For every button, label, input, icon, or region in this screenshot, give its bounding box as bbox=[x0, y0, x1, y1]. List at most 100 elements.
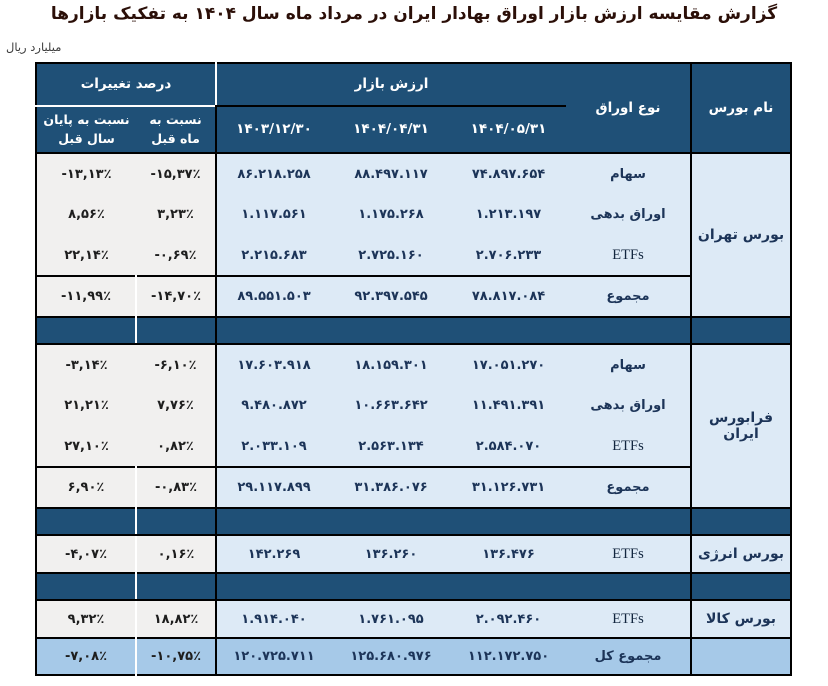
market-value-cell: ۱۷.۶۰۳.۹۱۸ bbox=[215, 344, 332, 385]
market-value-cell: ۸۹.۵۵۱.۵۰۳ bbox=[215, 275, 332, 317]
market-value-cell: ۱۱.۴۹۱.۳۹۱ bbox=[451, 385, 567, 426]
market-value-cell: ۱۷.۰۵۱.۲۷۰ bbox=[451, 344, 567, 385]
security-type-cell: مجموع bbox=[566, 275, 692, 317]
table-row: ETFs ۲.۷۰۶.۲۳۳ ۲.۷۲۵.۱۶۰ ۲.۲۱۵.۶۸۳ -۰,۶۹… bbox=[36, 235, 791, 276]
market-value-cell: ۲.۰۳۳.۱۰۹ bbox=[215, 426, 332, 467]
pct-change-cell: -۶,۱۰٪ bbox=[136, 344, 217, 385]
grand-total-row: مجموع کل ۱۱۲.۱۷۲.۷۵۰ ۱۲۵.۶۸۰.۹۷۶ ۱۲۰.۷۲۵… bbox=[36, 637, 792, 675]
market-value-cell: ۹.۴۸۰.۸۷۲ bbox=[215, 385, 332, 426]
market-value-cell: ۲.۵۸۴.۰۷۰ bbox=[451, 426, 567, 467]
security-type-cell: ETFs bbox=[566, 426, 692, 467]
header-row-2: ۱۴۰۴/۰۵/۳۱ ۱۴۰۴/۰۴/۳۱ ۱۴۰۳/۱۲/۳۰ نسبت به… bbox=[36, 106, 791, 154]
market-value-cell: ۲.۷۰۶.۲۳۳ bbox=[451, 235, 567, 276]
col-header-vs-prev-year-end: نسبت به پایان سال قبل bbox=[36, 106, 137, 154]
unit-label: میلیارد ریال bbox=[6, 40, 62, 54]
report-title: گزارش مقایسه ارزش بازار اوراق بهادار ایر… bbox=[50, 4, 778, 24]
pct-change-cell: ۶,۹۰٪ bbox=[36, 466, 137, 508]
table-row: اوراق بدهی ۱۱.۴۹۱.۳۹۱ ۱۰.۶۶۳.۶۴۲ ۹.۴۸۰.۸… bbox=[36, 385, 791, 426]
market-value-cell: ۲.۰۹۲.۴۶۰ bbox=[451, 600, 567, 638]
table-row: فرابورس ایران سهام ۱۷.۰۵۱.۲۷۰ ۱۸.۱۵۹.۳۰۱… bbox=[36, 344, 792, 508]
market-value-cell: ۱۱۲.۱۷۲.۷۵۰ bbox=[451, 637, 567, 675]
exchange-cell: فرابورس ایران bbox=[690, 344, 792, 508]
market-value-cell: ۱۲۵.۶۸۰.۹۷۶ bbox=[331, 637, 452, 675]
pct-change-cell: ۲۷,۱۰٪ bbox=[36, 426, 137, 467]
market-value-cell: ۱۳۶.۲۶۰ bbox=[331, 535, 452, 573]
exchange-cell bbox=[690, 637, 792, 675]
pct-change-cell: -۱۴,۷۰٪ bbox=[135, 275, 217, 317]
table-row: بورس کالا ETFs ۲.۰۹۲.۴۶۰ ۱.۷۶۱.۰۹۵ ۱.۹۱۴… bbox=[36, 600, 792, 638]
col-header-vs-prev-month: نسبت به ماه قبل bbox=[136, 106, 217, 154]
col-header-market-value: ارزش بازار bbox=[215, 63, 567, 107]
pct-change-cell: -۱۱,۹۹٪ bbox=[36, 275, 137, 317]
pct-change-cell: ۰,۱۶٪ bbox=[135, 535, 217, 573]
market-value-cell: ۱۴۲.۲۶۹ bbox=[215, 535, 332, 573]
pct-change-cell: ۰,۸۲٪ bbox=[136, 426, 217, 467]
market-value-cell: ۲۹.۱۱۷.۸۹۹ bbox=[215, 466, 332, 508]
pct-change-cell: -۳,۱۴٪ bbox=[36, 344, 137, 385]
market-value-cell: ۱.۲۱۳.۱۹۷ bbox=[451, 194, 567, 235]
separator-row bbox=[36, 507, 792, 536]
group-total-row: مجموع ۳۱.۱۲۶.۷۳۱ ۳۱.۳۸۶.۰۷۶ ۲۹.۱۱۷.۸۹۹ -… bbox=[36, 466, 791, 508]
security-type-cell: ETFs bbox=[566, 600, 692, 638]
market-value-cell: ۱.۱۱۷.۵۶۱ bbox=[215, 194, 332, 235]
market-value-cell: ۸۶.۲۱۸.۲۵۸ bbox=[215, 153, 332, 194]
market-value-cell: ۹۲.۳۹۷.۵۴۵ bbox=[331, 275, 452, 317]
pct-change-cell: ۹,۳۲٪ bbox=[36, 600, 137, 638]
market-value-cell: ۱۲۰.۷۲۵.۷۱۱ bbox=[215, 637, 332, 675]
table-row: اوراق بدهی ۱.۲۱۳.۱۹۷ ۱.۱۷۵.۲۶۸ ۱.۱۱۷.۵۶۱… bbox=[36, 194, 791, 235]
pct-change-cell: -۰,۶۹٪ bbox=[136, 235, 217, 276]
market-value-cell: ۱۰.۶۶۳.۶۴۲ bbox=[331, 385, 452, 426]
market-value-cell: ۸۸.۴۹۷.۱۱۷ bbox=[331, 153, 452, 194]
security-type-cell: اوراق بدهی bbox=[566, 194, 692, 235]
market-value-cell: ۱.۱۷۵.۲۶۸ bbox=[331, 194, 452, 235]
market-value-table: نام بورس نوع اوراق ارزش بازار درصد تغییر… bbox=[35, 62, 793, 676]
col-header-date-1404-05-31: ۱۴۰۴/۰۵/۳۱ bbox=[451, 106, 567, 154]
table-row: ETFs ۲.۵۸۴.۰۷۰ ۲.۵۶۳.۱۳۴ ۲.۰۳۳.۱۰۹ ۰,۸۲٪… bbox=[36, 426, 791, 467]
exchange-cell: بورس انرژی bbox=[690, 535, 792, 573]
pct-change-cell: ۳,۲۳٪ bbox=[136, 194, 217, 235]
market-value-cell: ۱.۷۶۱.۰۹۵ bbox=[331, 600, 452, 638]
exchange-cell: بورس تهران bbox=[690, 153, 792, 317]
pct-change-cell: -۴,۰۷٪ bbox=[36, 535, 137, 573]
security-type-cell: سهام bbox=[566, 153, 692, 194]
security-type-cell: مجموع bbox=[566, 466, 692, 508]
col-header-security-type: نوع اوراق bbox=[566, 63, 692, 154]
market-value-cell: ۱۳۶.۴۷۶ bbox=[451, 535, 567, 573]
pct-change-cell: ۱۸,۸۲٪ bbox=[135, 600, 217, 638]
col-header-date-1404-04-31: ۱۴۰۴/۰۴/۳۱ bbox=[331, 106, 452, 154]
pct-change-cell: -۰,۸۳٪ bbox=[135, 466, 217, 508]
separator-row bbox=[36, 572, 792, 601]
separator-row bbox=[36, 316, 792, 345]
pct-change-cell: ۸,۵۶٪ bbox=[36, 194, 137, 235]
security-type-cell: سهام bbox=[566, 344, 692, 385]
security-type-cell: ETFs bbox=[566, 235, 692, 276]
security-type-cell: ETFs bbox=[566, 535, 692, 573]
market-value-cell: ۳۱.۱۲۶.۷۳۱ bbox=[451, 466, 567, 508]
market-value-cell: ۲.۵۶۳.۱۳۴ bbox=[331, 426, 452, 467]
security-type-cell: اوراق بدهی bbox=[566, 385, 692, 426]
market-value-cell: ۲.۲۱۵.۶۸۳ bbox=[215, 235, 332, 276]
table-row: بورس انرژی ETFs ۱۳۶.۴۷۶ ۱۳۶.۲۶۰ ۱۴۲.۲۶۹ … bbox=[36, 535, 792, 573]
market-value-cell: ۱.۹۱۴.۰۴۰ bbox=[215, 600, 332, 638]
col-header-date-1403-12-30: ۱۴۰۳/۱۲/۳۰ bbox=[215, 106, 332, 154]
market-value-cell: ۷۸.۸۱۷.۰۸۴ bbox=[451, 275, 567, 317]
table-row: بورس تهران سهام ۷۴.۸۹۷.۶۵۴ ۸۸.۴۹۷.۱۱۷ ۸۶… bbox=[36, 153, 792, 317]
pct-change-cell: -۱۳,۱۳٪ bbox=[36, 153, 137, 194]
market-value-cell: ۲.۷۲۵.۱۶۰ bbox=[331, 235, 452, 276]
header-row-1: نام بورس نوع اوراق ارزش بازار درصد تغییر… bbox=[36, 63, 792, 154]
col-header-exchange-name: نام بورس bbox=[690, 63, 792, 154]
pct-change-cell: -۱۰,۷۵٪ bbox=[135, 637, 217, 675]
market-value-cell: ۱۸.۱۵۹.۳۰۱ bbox=[331, 344, 452, 385]
pct-change-cell: -۷,۰۸٪ bbox=[36, 637, 137, 675]
pct-change-cell: ۷,۷۶٪ bbox=[136, 385, 217, 426]
market-value-cell: ۳۱.۳۸۶.۰۷۶ bbox=[331, 466, 452, 508]
pct-change-cell: ۲۲,۱۴٪ bbox=[36, 235, 137, 276]
market-value-cell: ۷۴.۸۹۷.۶۵۴ bbox=[451, 153, 567, 194]
pct-change-cell: ۲۱,۲۱٪ bbox=[36, 385, 137, 426]
exchange-cell: بورس کالا bbox=[690, 600, 792, 638]
security-type-cell: مجموع کل bbox=[566, 637, 692, 675]
pct-change-cell: -۱۵,۳۷٪ bbox=[136, 153, 217, 194]
col-header-pct-change: درصد تغییرات bbox=[36, 63, 217, 107]
group-total-row: مجموع ۷۸.۸۱۷.۰۸۴ ۹۲.۳۹۷.۵۴۵ ۸۹.۵۵۱.۵۰۳ -… bbox=[36, 275, 791, 317]
